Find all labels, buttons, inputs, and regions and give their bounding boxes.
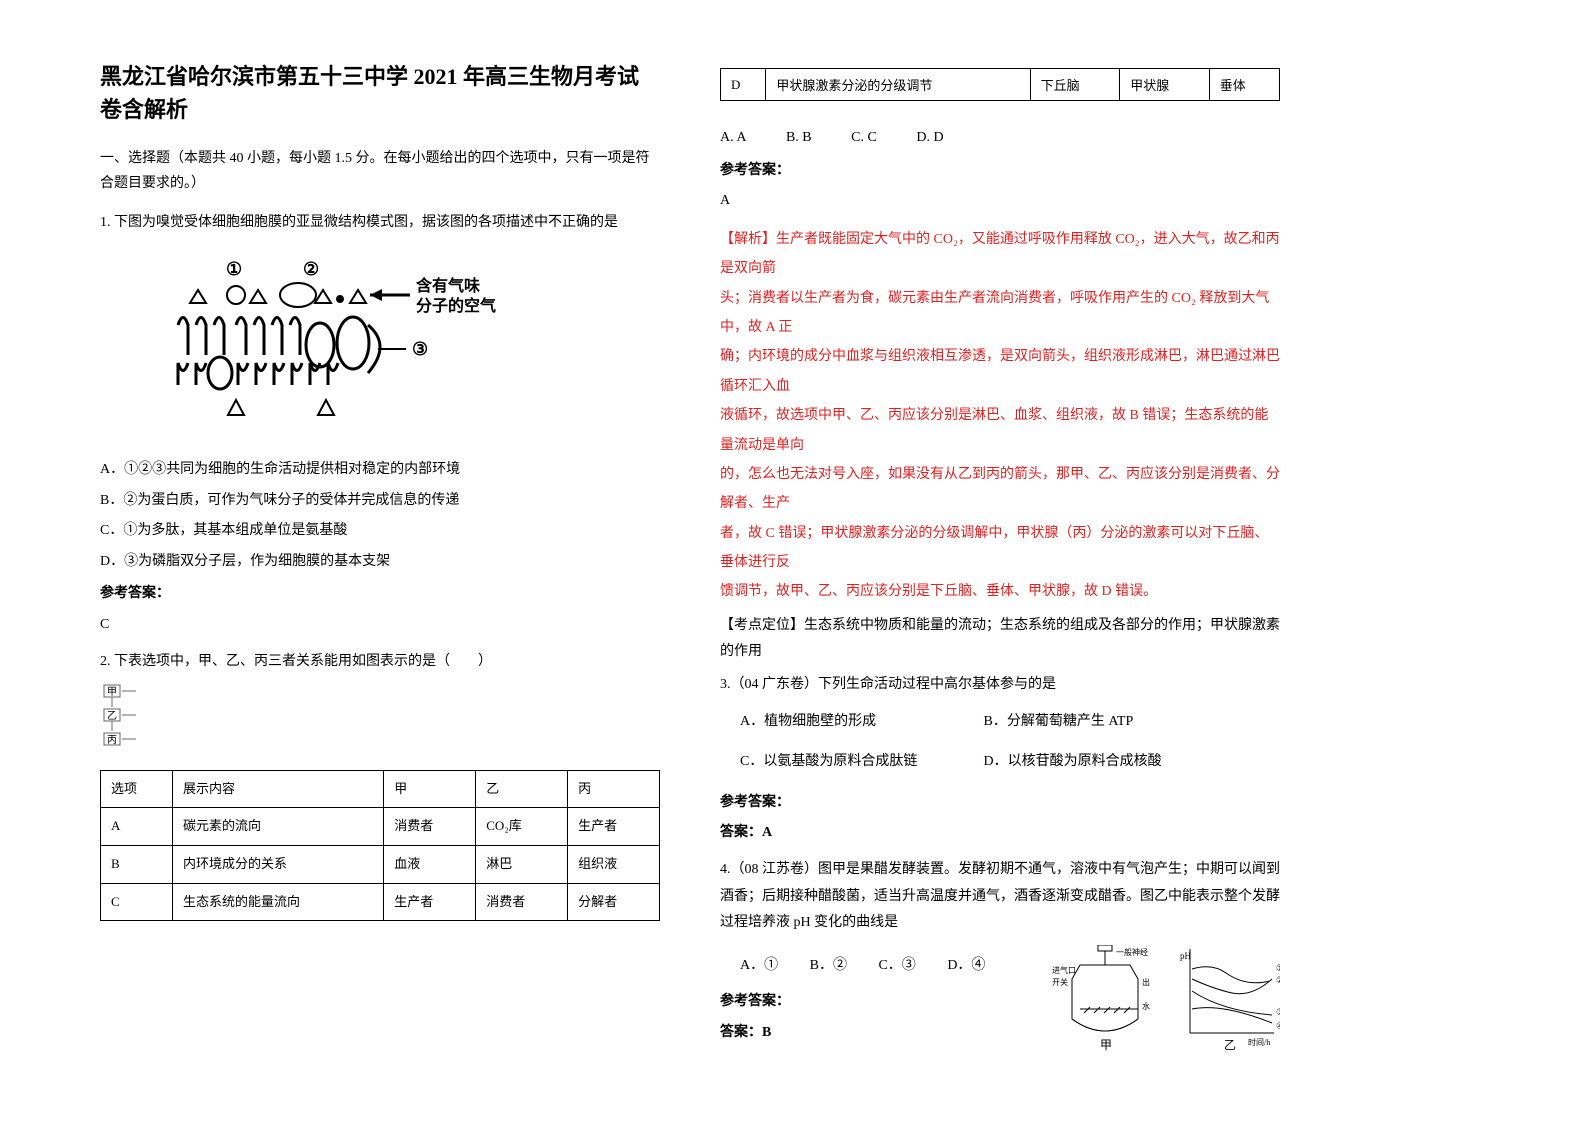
q4-option-a: A．① [740,953,778,980]
q4-answer: 答案：B [720,1020,1030,1047]
q2-opt-c: C. C [851,125,877,152]
svg-text:分子的空气: 分子的空气 [416,296,496,315]
table-row: C 生态系统的能量流向 生产者 消费者 分解者 [101,883,660,921]
answer-label: 参考答案： [720,790,1280,817]
q1-option-d: D．③为磷脂双分子层，作为细胞膜的基本支架 [100,549,660,576]
svg-text:时间/h: 时间/h [1248,1037,1270,1047]
q2-answer: A [720,188,1280,215]
q1-label-2: ② [303,259,319,279]
svg-text:乙: 乙 [1224,1038,1236,1052]
q2-explain-line: 【解析】生产者既能固定大气中的 CO₂，又能通过呼吸作用释放 CO₂，进入大气，… [720,225,1280,284]
q1-label-1: ① [226,259,242,279]
q2-explain-line: 液循环，故选项中甲、乙、丙应该分别是淋巴、血浆、组织液，故 B 错误；生态系统的… [720,401,1280,460]
q3-stem: 3.（04 广东卷）下列生命活动过程中高尔基体参与的是 [720,672,1280,699]
table-header: 甲 [384,770,476,808]
q4-option-c: C．③ [878,953,915,980]
q3-option-b: B．分解葡萄糖产生 ATP [984,709,1224,736]
table-row: A 碳元素的流向 消费者 CO₂库 生产者 [101,808,660,846]
svg-text:②: ② [1276,975,1280,985]
q1-label-3: ③ [412,339,428,359]
svg-text:乙: 乙 [107,710,117,722]
table-header: 展示内容 [172,770,383,808]
svg-text:水: 水 [1142,1001,1150,1011]
table-row: 选项 展示内容 甲 乙 丙 [101,770,660,808]
q1-option-c: C．①为多肽，其基本组成单位是氨基酸 [100,518,660,545]
q2-options: A. A B. B C. C D. D 参考答案： A 【解析】生产者既能固定大… [720,125,1280,666]
question-1: 1. 下图为嗅觉受体细胞细胞膜的亚显微结构模式图，据该图的各项描述中不正确的是 … [100,210,660,638]
q2-opt-b: B. B [786,125,812,152]
q2-stem: 2. 下表选项中，甲、乙、丙三者关系能用如图表示的是（ ） [100,649,660,676]
question-2: 2. 下表选项中，甲、乙、丙三者关系能用如图表示的是（ ） 甲 乙 丙 [100,649,660,922]
q4-option-b: B．② [810,953,847,980]
answer-label: 参考答案： [720,989,1030,1016]
section-heading: 一、选择题（本题共 40 小题，每小题 1.5 分。在每小题给出的四个选项中，只… [100,146,660,196]
q2-table: 选项 展示内容 甲 乙 丙 A 碳元素的流向 消费者 CO₂库 生产者 B 内环… [100,770,660,922]
q3-option-d: D．以核苷酸为原料合成核酸 [984,749,1224,776]
q2-opt-d: D. D [916,125,943,152]
page-title: 黑龙江省哈尔滨市第五十三中学 2021 年高三生物月考试卷含解析 [100,60,660,126]
q4-stem: 4.（08 江苏卷）图甲是果醋发酵装置。发酵初期不通气，溶液中有气泡产生；中期可… [720,857,1280,937]
q2-keypoint: 【考点定位】生态系统中物质和能量的流动；生态系统的组成及各部分的作用；甲状腺激素… [720,613,1280,666]
q2-explain-line: 的，怎么也无法对号入座，如果没有从乙到丙的箭头，那甲、乙、丙应该分别是消费者、分… [720,460,1280,519]
svg-text:出: 出 [1142,977,1150,987]
q1-answer: C [100,612,660,639]
q2-explain-line: 者，故 C 错误；甲状腺激素分泌的分级调解中，甲状腺（丙）分泌的激素可以对下丘脑… [720,519,1280,578]
q2-table-continued: D 甲状腺激素分泌的分级调节 下丘脑 甲状腺 垂体 [720,68,1280,101]
q4-diagram: 进气口 开关 一般神经 出 水 甲 pH 时间/h [1050,945,1280,1066]
question-3: 3.（04 广东卷）下列生命活动过程中高尔基体参与的是 A．植物细胞壁的形成 B… [720,672,1280,847]
q1-diagram: ① ② 含有气味 分子的空 [100,247,660,443]
q2-explain-line: 头；消费者以生产者为食，碳元素由生产者流向消费者，呼吸作用产生的 CO₂ 释放到… [720,284,1280,343]
q1-option-b: B．②为蛋白质，可作为气味分子的受体并完成信息的传递 [100,488,660,515]
svg-text:④: ④ [1276,1021,1280,1031]
table-header: 选项 [101,770,173,808]
answer-label: 参考答案： [720,158,1280,185]
q2-mini-diagram: 甲 乙 丙 [100,683,660,764]
q3-option-c: C．以氨基酸为原料合成肽链 [740,749,980,776]
q4-option-d: D．④ [947,953,985,980]
q2-explain-line: 馈调节，故甲、乙、丙应该分别是下丘脑、垂体、甲状腺，故 D 错误。 [720,577,1280,606]
q2-explain-line: 确；内环境的成分中血浆与组织液相互渗透，是双向箭头，组织液形成淋巴，淋巴通过淋巴… [720,342,1280,401]
table-header: 乙 [476,770,568,808]
svg-text:甲: 甲 [107,687,117,698]
svg-text:进气口: 进气口 [1052,965,1076,975]
svg-text:甲: 甲 [1100,1038,1112,1052]
table-row: B 内环境成分的关系 血液 淋巴 组织液 [101,846,660,884]
answer-label: 参考答案： [100,581,660,608]
svg-text:③: ③ [1276,1007,1280,1017]
q1-stem: 1. 下图为嗅觉受体细胞细胞膜的亚显微结构模式图，据该图的各项描述中不正确的是 [100,210,660,237]
table-header: 丙 [568,770,660,808]
svg-text:①: ① [1276,963,1280,973]
svg-text:丙: 丙 [107,735,117,746]
svg-text:pH: pH [1180,951,1192,961]
q3-option-a: A．植物细胞壁的形成 [740,709,980,736]
svg-text:含有气味: 含有气味 [416,276,480,295]
question-4: 4.（08 江苏卷）图甲是果醋发酵装置。发酵初期不通气，溶液中有气泡产生；中期可… [720,857,1280,1065]
q1-option-a: A．①②③共同为细胞的生命活动提供相对稳定的内部环境 [100,457,660,484]
svg-text:一般神经: 一般神经 [1116,947,1148,957]
q2-opt-a: A. A [720,125,746,152]
q3-answer: 答案：A [720,820,1280,847]
svg-text:开关: 开关 [1052,977,1068,987]
table-row: D 甲状腺激素分泌的分级调节 下丘脑 甲状腺 垂体 [721,69,1280,101]
